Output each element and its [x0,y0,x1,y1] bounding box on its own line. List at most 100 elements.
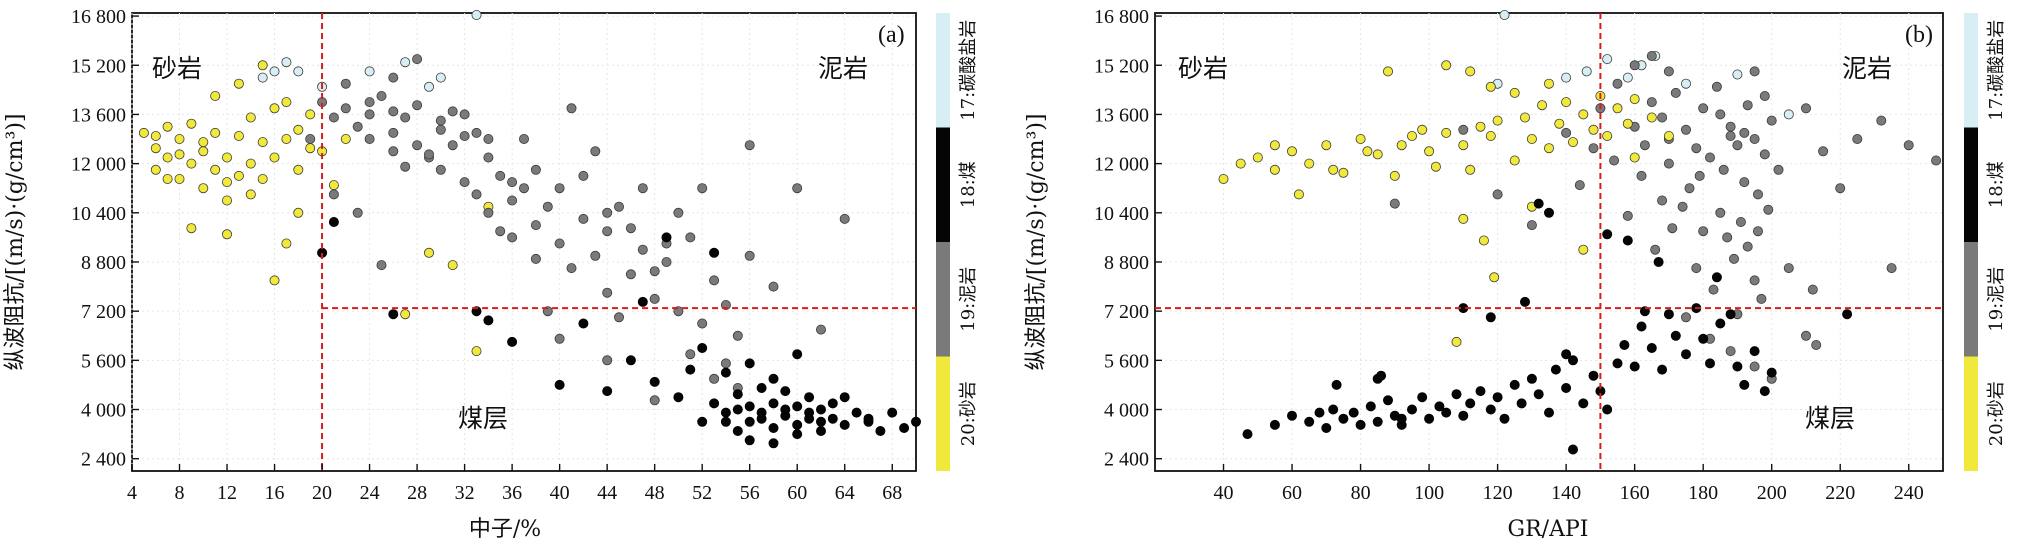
scatter-point [459,130,470,141]
points-a [138,9,922,449]
scatter-point [732,404,743,415]
scatter-point [1636,321,1647,332]
scatter-point [257,137,268,148]
scatter-point [1732,69,1743,80]
scatter-point [827,413,838,424]
scatter-point [305,143,316,154]
scatter-point [827,398,838,409]
colorbar-a: 17:碳酸盐岩 18:煤 19:泥岩 20:砂岩 [936,13,979,471]
scatter-point [839,213,850,224]
scatter-point [1348,407,1359,418]
scatter-point [1663,158,1674,169]
colorbar-b: 17:碳酸盐岩 18:煤 19:泥岩 20:砂岩 [1964,13,2007,471]
scatter-point [1424,413,1435,424]
scatter-point [792,419,803,430]
scatter-point [162,152,173,163]
scatter-point [447,260,458,271]
scatter-point [245,112,256,123]
scatter-point [138,127,149,138]
x-tick-label: 200 [1757,482,1787,504]
scatter-point [1458,140,1469,151]
annotation-mudstone-b: 泥岩 [1842,54,1892,83]
scatter-point [566,263,577,274]
scatter-point [328,180,339,191]
scatter-point [780,404,791,415]
scatter-point [1489,272,1500,283]
x-tick-label: 28 [407,482,427,504]
scatter-point [340,103,351,114]
scatter-point [1376,370,1387,381]
scatter-point [1729,253,1740,264]
y-tick-label: 16 800 [71,6,126,28]
scatter-point [340,78,351,89]
scatter-point [720,407,731,418]
y-tick-label: 12 000 [1094,154,1149,176]
scatter-point [1581,66,1592,77]
scatter-point [756,382,767,393]
scatter-point [328,216,339,227]
scatter-point [1588,143,1599,154]
scatter-point [1691,143,1702,154]
scatter-point [1766,115,1777,126]
scatter-point [792,429,803,440]
scatter-point [1629,361,1640,372]
scatter-point [1441,60,1452,71]
scatter-point [507,232,518,243]
scatter-point [1663,66,1674,77]
scatter-point [269,103,280,114]
scatter-point [1739,177,1750,188]
y-tick-label: 10 400 [1094,203,1149,225]
scatter-point [364,109,375,120]
scatter-point [1516,398,1527,409]
scatter-point [1458,410,1469,421]
scatter-point [1458,213,1469,224]
scatter-point [1663,130,1674,141]
x-tick-label: 20 [312,482,332,504]
scatter-point [1578,398,1589,409]
scatter-point [221,177,232,188]
scatter-point [376,260,387,271]
y-tick-label: 13 600 [71,104,126,126]
scatter-point [162,173,173,184]
scatter-point [1749,275,1760,286]
scatter-point [673,392,684,403]
y-tick-label: 16 800 [1094,6,1149,28]
scatter-point [1612,78,1623,89]
colorbar-segment [936,356,950,471]
scatter-point [1235,158,1246,169]
scatter-point [150,164,161,175]
scatter-point [221,229,232,240]
scatter-point [685,364,696,375]
scatter-point [1852,133,1863,144]
scatter-point [697,416,708,427]
scatter-point [1739,127,1750,138]
scatter-point [1619,339,1630,350]
x-ticks-b: 40 60 80 100 120 140 160 180 200 220 240 [1214,464,1924,504]
x-tick-label: 64 [835,482,855,504]
scatter-point [816,404,827,415]
x-tick-label: 4 [127,482,137,504]
x-tick-label: 44 [597,482,617,504]
y-tick-label: 8 800 [81,252,126,274]
scatter-point [649,266,660,277]
scatter-point [899,422,910,433]
scatter-point [519,183,530,194]
scatter-point [530,253,541,264]
scatter-point [1544,207,1555,218]
colorbar-label: 19:泥岩 [958,267,979,332]
scatter-point [269,152,280,163]
scatter-point [578,170,589,181]
scatter-point [625,223,636,234]
scatter-point [1691,263,1702,274]
scatter-point [1417,392,1428,403]
scatter-point [1485,81,1496,92]
scatter-point [590,146,601,157]
scatter-point [756,413,767,424]
scatter-point [1465,164,1476,175]
scatter-point [1492,115,1503,126]
y-tick-label: 13 600 [1094,104,1149,126]
scatter-point [542,201,553,212]
scatter-point [1739,379,1750,390]
scatter-point [174,173,185,184]
scatter-point [1383,395,1394,406]
